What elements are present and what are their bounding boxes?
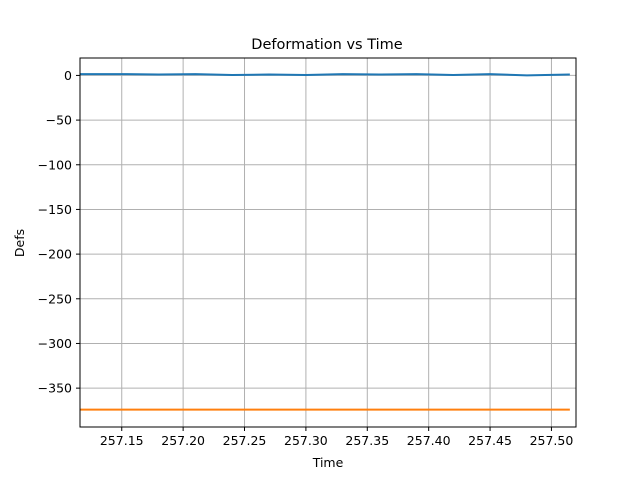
series-lines xyxy=(80,73,570,411)
y-axis-label: Defs xyxy=(12,229,27,257)
x-tick-label: 257.25 xyxy=(223,433,267,448)
x-tick-label: 257.30 xyxy=(284,433,328,448)
x-tick-label: 257.35 xyxy=(345,433,389,448)
x-tick-label: 257.45 xyxy=(468,433,512,448)
y-tick-label: −350 xyxy=(38,381,72,396)
ticks: 257.15 257.20 257.25 257.30 257.35 257.40 257.… xyxy=(38,68,574,448)
y-tick-label: −250 xyxy=(38,291,72,306)
grid xyxy=(80,58,576,427)
series-line-1 xyxy=(80,73,570,77)
y-tick-label: −50 xyxy=(46,113,72,128)
y-tick-label: −300 xyxy=(38,336,72,351)
y-tick-label: 0 xyxy=(64,68,72,83)
x-tick-label: 257.50 xyxy=(530,433,574,448)
y-tick-label: −200 xyxy=(38,247,72,262)
chart-title: Deformation vs Time xyxy=(251,37,402,53)
plot-frame xyxy=(79,57,577,428)
x-tick-label: 257.40 xyxy=(407,433,451,448)
x-tick-label: 257.15 xyxy=(100,433,144,448)
y-tick-label: −150 xyxy=(38,202,72,217)
y-tick-label: −100 xyxy=(38,157,72,172)
x-axis-label: Time xyxy=(312,455,344,470)
x-tick-label: 257.20 xyxy=(161,433,205,448)
